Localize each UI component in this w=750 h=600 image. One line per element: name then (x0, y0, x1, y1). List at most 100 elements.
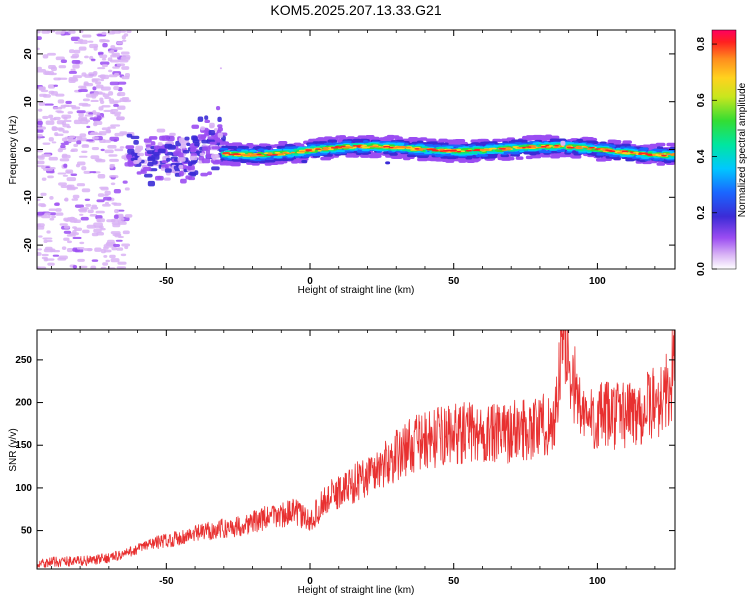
spectrogram-cell (233, 153, 241, 155)
spectrogram-cell (54, 202, 60, 206)
spectrogram-cell (662, 154, 666, 157)
spectrogram-cell (108, 69, 113, 73)
spectrogram-cell (55, 31, 65, 35)
spectrogram-cell (118, 217, 125, 221)
colorbar: 0.0 0.2 0.4 0.6 0.8 Normalized spectral ampl… (696, 29, 748, 276)
spectrogram-cell (37, 129, 44, 133)
spectrogram-cell (113, 188, 121, 194)
spectrogram-cell (119, 146, 125, 149)
spectrogram-cell (121, 243, 131, 247)
spectrogram-cell (130, 135, 140, 140)
spectrogram-cell (108, 154, 118, 157)
spectrogram-cell (266, 154, 273, 156)
spectrogram-cell (40, 89, 49, 93)
spectrogram-cell (37, 66, 42, 70)
x-tick-label: 100 (589, 576, 606, 587)
spectrogram-cell (41, 153, 51, 158)
spectrogram-cell (99, 54, 108, 59)
spectrogram-cell (97, 67, 106, 70)
spectrogram-cell (475, 154, 482, 157)
spectrogram-cell (95, 210, 105, 214)
spectrogram-cell (81, 150, 88, 153)
spectrogram-cell (37, 198, 41, 201)
spectrogram-cell (51, 126, 59, 131)
spectrogram-cell (37, 134, 43, 137)
spectrogram-cell (47, 262, 55, 266)
spectrogram-cell (586, 148, 592, 150)
spectrogram-cell (71, 53, 80, 58)
spectrogram-cell (121, 66, 130, 70)
spectrogram-cell (199, 152, 205, 156)
spectrogram-cell (77, 258, 85, 262)
spectrogram-cell (217, 116, 222, 123)
spectrogram-cell (147, 180, 156, 187)
spectrogram-cell (383, 144, 390, 147)
spectrogram-cell (57, 172, 67, 175)
spectrogram-cell (72, 194, 80, 199)
spectrogram-cell (37, 266, 47, 269)
spectrogram-cell (317, 149, 322, 152)
spectrogram-cell (211, 166, 220, 171)
spectrogram-cell (211, 146, 221, 150)
spectrogram-cell (153, 145, 160, 150)
spectrogram-cell (37, 252, 42, 256)
colorbar-tick-label: 0.8 (696, 37, 707, 51)
spectrogram-cell (99, 39, 107, 43)
spectrogram-cell (519, 150, 525, 153)
spectrogram-y-label: Frequency (Hz) (8, 116, 19, 185)
spectrogram-cell (109, 59, 120, 63)
spectrogram-cell (515, 156, 524, 160)
spectrogram-cell (240, 160, 247, 164)
spectrogram-cell (112, 66, 120, 69)
spectrogram-cell (543, 150, 552, 154)
spectrogram-cell (559, 149, 566, 152)
spectrogram-cell (85, 139, 94, 142)
spectrogram-cell (253, 146, 261, 150)
spectrogram-cell (37, 248, 43, 251)
y-tick-label: -20 (23, 237, 34, 252)
spectrogram-cell (526, 136, 536, 140)
spectrogram-cell (142, 166, 152, 172)
spectrogram-cell (520, 145, 527, 148)
spectrogram-cell (104, 149, 114, 154)
spectrogram-cell (73, 143, 79, 148)
spectrogram-cell (60, 144, 66, 149)
spectrogram-cell (300, 148, 305, 151)
spectrogram-cell (55, 208, 62, 212)
spectrogram-cell (63, 163, 68, 168)
spectrogram-cell (388, 146, 394, 149)
spectrogram-cell (106, 239, 115, 244)
spectrogram-cell (42, 142, 51, 145)
spectrogram-cell (60, 142, 69, 145)
spectrogram-cell (58, 182, 67, 186)
spectrogram-cell (565, 145, 572, 147)
spectrogram-cell (545, 144, 550, 147)
spectrogram-cell (117, 261, 127, 265)
spectrogram-cell (37, 149, 43, 153)
spectrogram-cell (114, 148, 124, 152)
spectrogram-cell (81, 103, 91, 107)
spectrogram-cell (68, 186, 79, 190)
spectrogram-cell (112, 244, 121, 248)
spectrogram-cell (575, 147, 583, 150)
spectrogram-cell (299, 150, 306, 153)
spectrogram-cell (540, 146, 547, 148)
spectrogram-cell (340, 145, 346, 148)
spectrogram-cell (48, 208, 57, 211)
spectrogram-cell (338, 135, 347, 139)
spectrogram-cell (558, 138, 567, 142)
spectrogram-cell (61, 246, 67, 250)
spectrogram-cell (37, 36, 42, 41)
spectrogram-cell (523, 148, 529, 151)
spectrogram-cell (44, 246, 53, 251)
spectrogram-cell (456, 150, 462, 153)
spectrogram-cell (76, 183, 86, 187)
spectrogram-cell (66, 125, 72, 129)
spectrogram-cell (100, 227, 106, 231)
colorbar-label: Normalized spectral amplitude (737, 82, 748, 217)
spectrogram-cell (185, 175, 193, 180)
spectrogram-cell (79, 213, 84, 216)
spectrogram-cell (45, 258, 55, 261)
spectrogram-cell (364, 146, 369, 148)
spectrogram-cell (60, 104, 70, 107)
